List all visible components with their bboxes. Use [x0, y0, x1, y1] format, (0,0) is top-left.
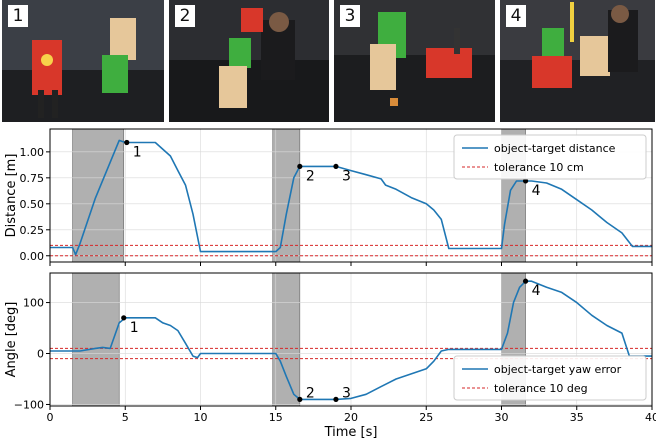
yaw-xtick-label: 20 [344, 411, 358, 424]
yaw-annotation-point-2 [297, 396, 303, 402]
yaw-legend-box [453, 355, 647, 401]
yaw-ytick-label: 0 [37, 348, 44, 361]
yaw-xlabel: Time [s] [324, 425, 378, 440]
distance-shaded-interval-2 [272, 128, 301, 263]
yaw-xtick-label: 25 [419, 411, 433, 424]
photo-1-image [2, 0, 164, 122]
photo-label-2: 2 [175, 5, 195, 27]
yaw-annotation-point-1 [121, 315, 127, 321]
yaw-shaded-interval-1 [72, 272, 120, 407]
yaw-annotation-label-4: 4 [532, 283, 541, 299]
distance-annotation-label-4: 4 [532, 183, 541, 199]
photo-label-3: 3 [340, 5, 360, 27]
distance-annotation-label-1: 1 [133, 145, 142, 161]
distance-legend-tolerance-label: tolerance 10 cm [494, 161, 584, 174]
distance-annotation-point-1 [124, 139, 130, 146]
yaw-xtick-label: 15 [269, 411, 283, 424]
photo-panel-1: 1 [2, 0, 164, 122]
yaw-shaded-interval-2 [272, 272, 301, 407]
yaw-annotation-label-3: 3 [342, 385, 351, 401]
distance-annotation-label-2: 2 [306, 168, 315, 184]
yaw-annotation-point-4 [522, 278, 529, 284]
distance-ytick-label: 0.50 [20, 198, 45, 211]
photo-label-4: 4 [506, 5, 526, 27]
photo-label-1: 1 [8, 5, 28, 27]
yaw-xtick-label: 5 [122, 411, 129, 424]
distance-series-line [50, 139, 652, 256]
yaw-annotation-label-1: 1 [130, 320, 139, 336]
distance-ytick-label: 0.00 [20, 250, 45, 263]
photo-panel-2: 2 [169, 0, 329, 122]
distance-legend-series-label: object-target distance [494, 142, 616, 155]
yaw-ytick-label: −100 [14, 398, 44, 411]
yaw-ytick-label: 100 [23, 297, 44, 310]
yaw-xtick-label: 0 [47, 411, 54, 424]
yaw-legend-series-label: object-target yaw error [494, 363, 622, 376]
distance-ylabel: Distance [m] [4, 154, 19, 238]
distance-annotation-point-3 [333, 163, 339, 170]
photo-panel-4: 4 [500, 0, 655, 122]
photo-3-image [334, 0, 495, 122]
yaw-annotation-label-2: 2 [306, 385, 315, 401]
photo-strip: 1 2 3 [0, 0, 656, 122]
yaw-xtick-label: 10 [194, 411, 208, 424]
distance-ytick-label: 0.25 [20, 224, 45, 237]
yaw-ylabel: Angle [deg] [4, 302, 19, 378]
yaw-xtick-label: 35 [570, 411, 584, 424]
photo-panel-3: 3 [334, 0, 495, 122]
photo-2-image [169, 0, 329, 122]
distance-legend-box [453, 134, 647, 180]
yaw-xtick-label: 40 [645, 411, 656, 424]
yaw-series-line [50, 280, 652, 401]
distance-ytick-label: 0.75 [20, 172, 45, 185]
yaw-annotation-point-3 [333, 396, 339, 402]
photo-4-image [500, 0, 655, 122]
distance-annotation-label-3: 3 [342, 168, 351, 184]
yaw-legend-tolerance-label: tolerance 10 deg [494, 382, 588, 395]
distance-ytick-label: 1.00 [20, 146, 45, 159]
distance-annotation-point-4 [522, 178, 529, 184]
yaw-xtick-label: 30 [495, 411, 509, 424]
distance-annotation-point-2 [297, 163, 303, 170]
